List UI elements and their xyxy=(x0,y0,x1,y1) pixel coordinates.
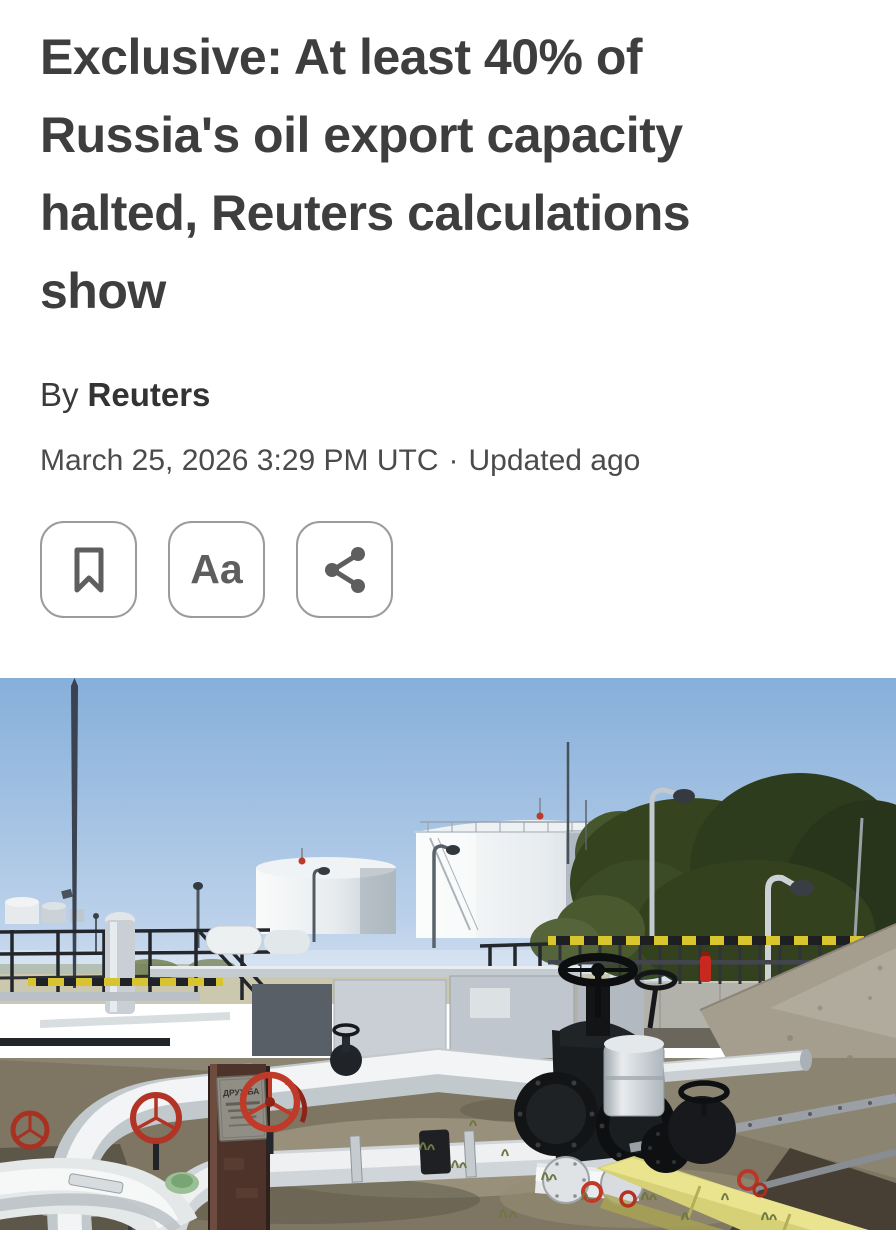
pipe-rack xyxy=(0,912,644,1063)
updated-status: Updated ago xyxy=(468,444,641,477)
share-icon xyxy=(324,546,365,593)
timestamp: March 25, 2026 3:29 PM UTC xyxy=(40,444,439,477)
oil-facility-photo: ДРУЖБА xyxy=(0,678,896,1230)
bookmark-button[interactable] xyxy=(40,521,137,618)
headline: Exclusive: At least 40% of Russia's oil … xyxy=(40,29,691,319)
grass-tufts xyxy=(419,1120,777,1221)
lamp-posts xyxy=(61,678,864,989)
red-valve-wheels xyxy=(10,1071,308,1170)
storage-tank-left xyxy=(256,848,396,934)
druzhba-monument: ДРУЖБА xyxy=(208,1064,270,1230)
monument-plaque-text: ДРУЖБА xyxy=(223,1086,260,1098)
bookmark-icon xyxy=(74,547,103,592)
share-button[interactable] xyxy=(296,521,393,618)
text-size-icon: Aa xyxy=(190,546,243,592)
article-hero-image: ДРУЖБА xyxy=(0,678,896,1230)
dateline: March 25, 2026 3:29 PM UTC · Updated ago xyxy=(40,443,856,479)
fire-extinguisher xyxy=(700,956,711,982)
byline-author: Reuters xyxy=(87,376,211,413)
filter-vessel xyxy=(603,1035,812,1117)
yellow-pipe xyxy=(534,1080,869,1230)
article-header: Exclusive: At least 40% of Russia's oil … xyxy=(0,18,896,618)
byline-prefix: By xyxy=(40,376,79,413)
article-toolbar: Aa xyxy=(40,521,856,618)
separator-dot: · xyxy=(448,444,459,477)
byline: By Reuters xyxy=(40,375,856,415)
text-size-button[interactable]: Aa xyxy=(168,521,265,618)
